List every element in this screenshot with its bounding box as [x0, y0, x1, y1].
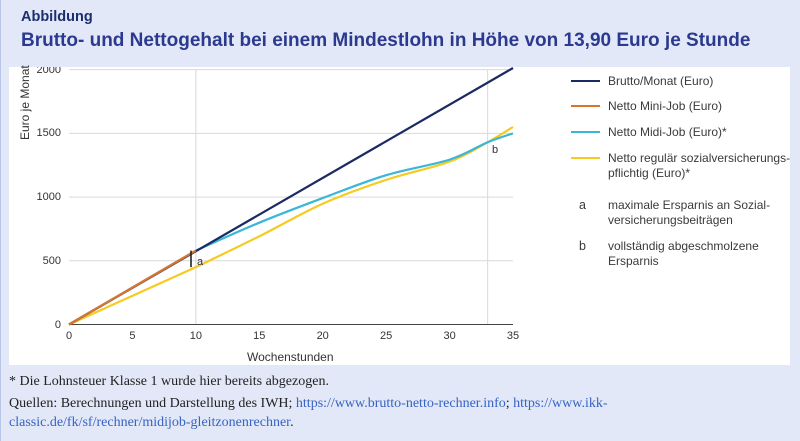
svg-text:b: b — [492, 144, 498, 156]
svg-text:35: 35 — [507, 330, 519, 342]
svg-text:20: 20 — [317, 330, 329, 342]
svg-text:500: 500 — [43, 255, 61, 267]
svg-text:0: 0 — [66, 330, 72, 342]
svg-text:5: 5 — [129, 330, 135, 342]
svg-text:10: 10 — [190, 330, 202, 342]
svg-text:15: 15 — [253, 330, 265, 342]
svg-text:0: 0 — [55, 319, 61, 331]
svg-text:a: a — [197, 256, 204, 268]
svg-text:30: 30 — [443, 330, 455, 342]
svg-text:25: 25 — [380, 330, 392, 342]
svg-text:1000: 1000 — [37, 191, 61, 203]
svg-text:1500: 1500 — [37, 127, 61, 139]
svg-text:2000: 2000 — [37, 67, 61, 76]
